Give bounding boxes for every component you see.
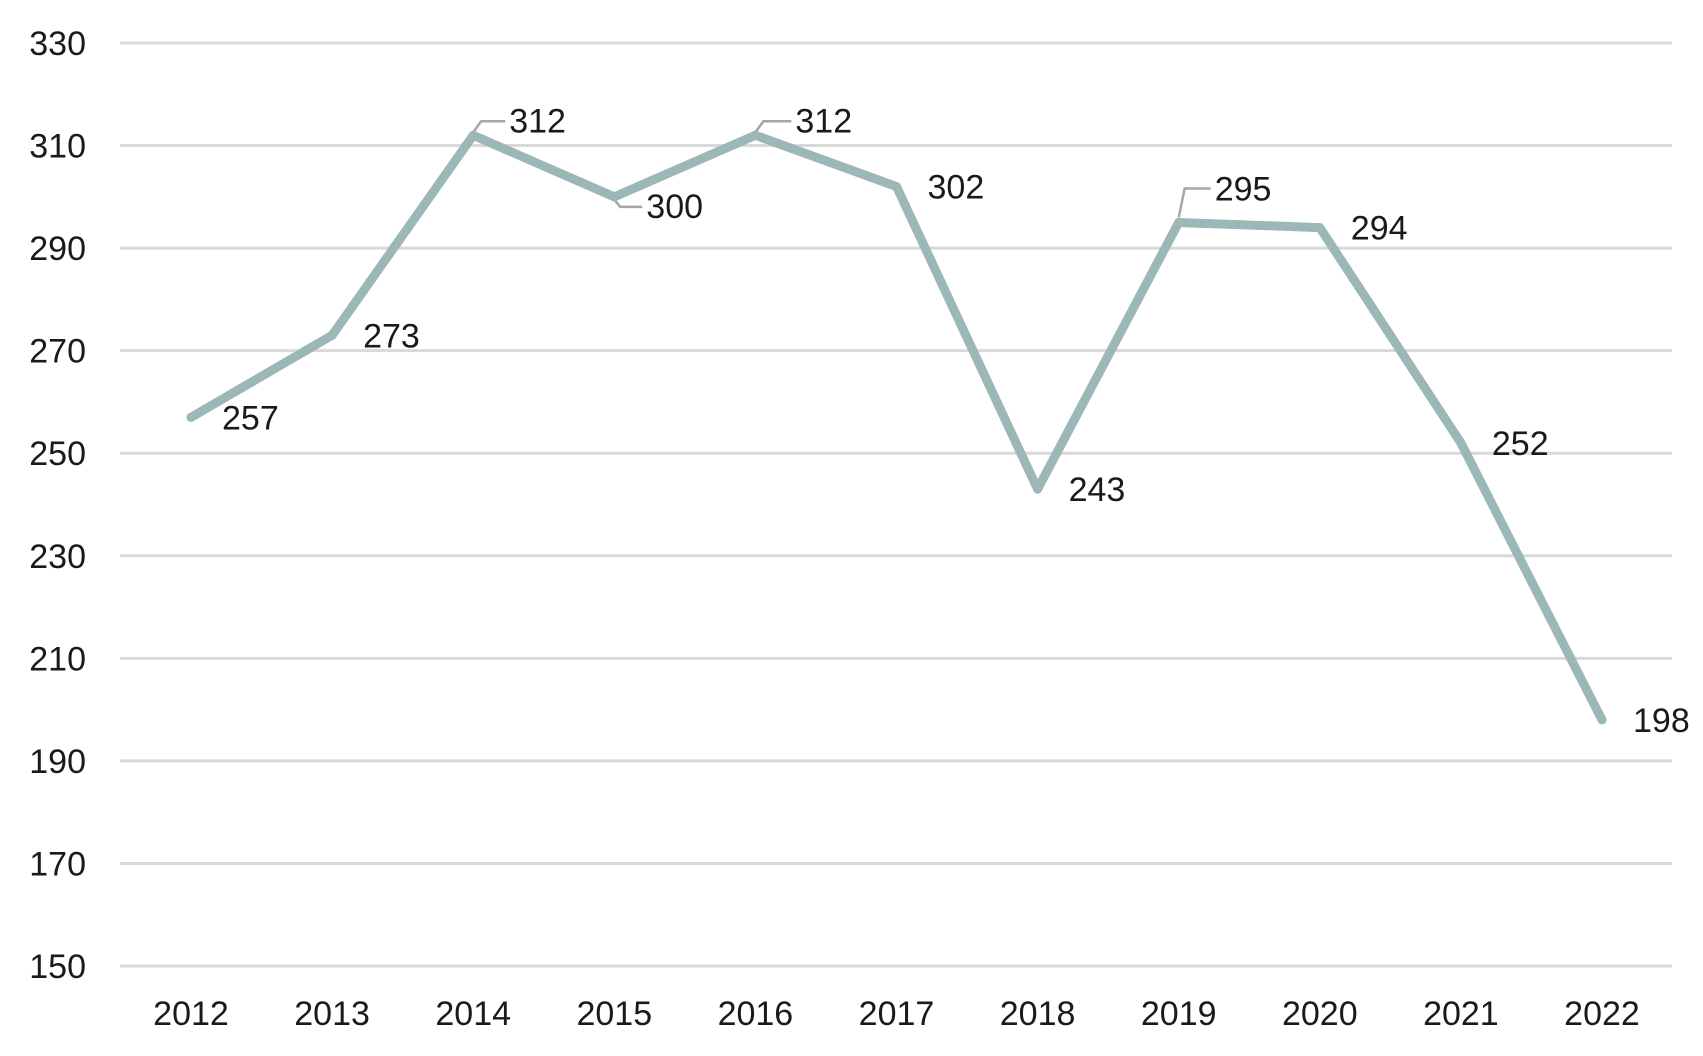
x-tick-label: 2016 (718, 995, 794, 1033)
data-point (892, 182, 901, 192)
y-tick-label: 150 (29, 948, 86, 986)
data-label: 243 (1069, 471, 1126, 509)
y-tick-label: 170 (29, 845, 86, 883)
data-point (1456, 438, 1466, 448)
x-tick-label: 2017 (859, 995, 935, 1033)
data-point (750, 130, 760, 140)
y-tick-label: 250 (29, 435, 86, 473)
leader-line (754, 120, 792, 134)
x-tick-label: 2022 (1564, 995, 1640, 1033)
series-layer (186, 130, 1607, 725)
data-point (1315, 223, 1325, 233)
data-point (1033, 484, 1043, 494)
data-point (327, 330, 337, 340)
data-label: 198 (1633, 702, 1690, 740)
leader-line (613, 199, 643, 209)
y-tick-label: 310 (29, 128, 86, 166)
data-label: 312 (509, 102, 566, 140)
data-label: 257 (222, 399, 279, 437)
data-labels: 257 273 312 300 312 302 243 295 294 252 198 (222, 102, 1690, 740)
y-tick-label: 270 (29, 333, 86, 371)
y-tick-label: 230 (29, 538, 86, 576)
x-tick-label: 2021 (1423, 995, 1499, 1033)
y-tick-label: 330 (29, 25, 86, 63)
data-point (609, 192, 619, 202)
x-tick-label: 2014 (435, 995, 511, 1033)
data-point (468, 130, 478, 140)
data-label: 295 (1215, 170, 1272, 208)
x-tick-label: 2019 (1141, 995, 1217, 1033)
x-axis-tick-labels: 2012 2013 2014 2015 2016 2017 2018 2019 2020 2021… (153, 995, 1640, 1033)
x-tick-label: 2018 (1000, 995, 1076, 1033)
x-tick-label: 2015 (576, 995, 652, 1033)
data-label: 252 (1492, 425, 1549, 463)
leader-line (472, 120, 506, 134)
x-tick-label: 2020 (1282, 995, 1358, 1033)
data-label: 302 (928, 169, 985, 207)
data-label: 273 (363, 317, 420, 355)
data-label: 300 (646, 188, 703, 226)
data-label-leader-lines (472, 120, 1211, 218)
x-tick-label: 2013 (294, 995, 370, 1033)
y-tick-label: 210 (29, 640, 86, 678)
leader-line (1177, 187, 1211, 218)
gridlines (120, 41, 1672, 968)
data-label: 312 (795, 102, 852, 140)
data-point (186, 412, 196, 422)
data-point (1597, 715, 1607, 725)
y-axis-tick-labels: 330 310 290 270 250 230 210 190 170 150 (29, 25, 86, 986)
data-label: 294 (1351, 210, 1408, 248)
data-point (1174, 217, 1184, 227)
y-tick-label: 190 (29, 743, 86, 781)
y-tick-label: 290 (29, 230, 86, 268)
x-tick-label: 2012 (153, 995, 229, 1033)
